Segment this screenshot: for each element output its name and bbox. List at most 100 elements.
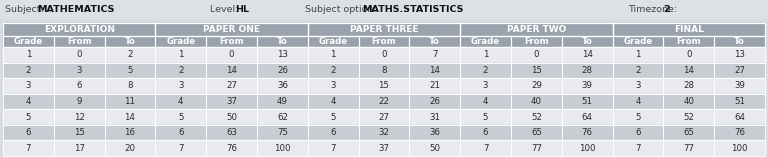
Bar [104,125,155,140]
Bar [664,78,714,94]
Bar [104,36,155,47]
Bar [104,94,155,109]
Text: 0: 0 [381,50,387,59]
Text: To: To [429,37,440,46]
Text: 5: 5 [178,113,184,122]
Text: 3: 3 [330,81,336,90]
Text: Grade: Grade [624,37,653,46]
Bar [155,47,206,63]
Bar [3,47,54,63]
Bar [206,78,257,94]
Bar [460,140,511,156]
Bar [562,125,613,140]
Bar [562,36,613,47]
Text: 76: 76 [226,144,237,153]
Text: 27: 27 [734,66,745,75]
Text: Subject option:: Subject option: [305,5,379,14]
Text: 40: 40 [531,97,542,106]
Text: 27: 27 [226,81,237,90]
Text: 5: 5 [127,66,133,75]
Bar [460,47,511,63]
Bar [613,63,664,78]
Text: To: To [734,37,745,46]
Text: 4: 4 [178,97,184,106]
Text: 26: 26 [277,66,288,75]
Bar [257,109,308,125]
Bar [359,140,409,156]
Text: 14: 14 [581,50,593,59]
Text: 3: 3 [635,81,641,90]
Bar [308,23,460,36]
Text: 65: 65 [684,128,694,137]
Text: 13: 13 [734,50,745,59]
Bar [613,23,765,36]
Bar [206,109,257,125]
Text: 32: 32 [379,128,389,137]
Bar [359,125,409,140]
Bar [511,140,562,156]
Text: 36: 36 [429,128,440,137]
Bar [714,36,765,47]
Text: 16: 16 [124,128,135,137]
Text: 52: 52 [531,113,542,122]
Bar [257,63,308,78]
Text: 51: 51 [581,97,593,106]
Bar [155,23,308,36]
Bar [613,125,664,140]
Text: 14: 14 [226,66,237,75]
Bar [613,140,664,156]
Text: PAPER TWO: PAPER TWO [507,25,566,34]
Bar [257,78,308,94]
Text: 0: 0 [534,50,539,59]
Text: 20: 20 [124,144,135,153]
Text: 39: 39 [734,81,745,90]
Text: 52: 52 [684,113,694,122]
Bar [359,78,409,94]
Text: Grade: Grade [471,37,500,46]
Text: 3: 3 [483,81,488,90]
Bar [3,140,54,156]
Text: 0: 0 [77,50,82,59]
Bar [257,125,308,140]
Text: 29: 29 [531,81,542,90]
Text: 4: 4 [483,97,488,106]
Text: 76: 76 [581,128,593,137]
Bar [613,94,664,109]
Text: From: From [524,37,548,46]
Text: To: To [124,37,135,46]
Text: 37: 37 [379,144,389,153]
Bar [562,47,613,63]
Text: 15: 15 [379,81,389,90]
Bar [3,125,54,140]
Bar [155,109,206,125]
Text: 22: 22 [379,97,389,106]
Text: 17: 17 [74,144,84,153]
Bar [0,0,768,18]
Text: To: To [582,37,593,46]
Text: 37: 37 [226,97,237,106]
Bar [714,140,765,156]
Text: 64: 64 [581,113,593,122]
Text: 64: 64 [734,113,745,122]
Text: 50: 50 [429,144,440,153]
Bar [613,47,664,63]
Text: 77: 77 [531,144,542,153]
Text: 5: 5 [25,113,31,122]
Text: Level:: Level: [210,5,241,14]
Text: 1: 1 [25,50,31,59]
Text: 14: 14 [684,66,694,75]
Bar [308,36,359,47]
Text: 0: 0 [686,50,691,59]
Text: From: From [67,37,91,46]
Bar [206,47,257,63]
Bar [308,125,359,140]
Text: 7: 7 [25,144,31,153]
Text: 6: 6 [178,128,184,137]
Text: 1: 1 [483,50,488,59]
Text: 15: 15 [74,128,84,137]
Text: 2: 2 [483,66,488,75]
Bar [613,109,664,125]
Text: From: From [372,37,396,46]
Text: 1: 1 [635,50,641,59]
Bar [562,78,613,94]
